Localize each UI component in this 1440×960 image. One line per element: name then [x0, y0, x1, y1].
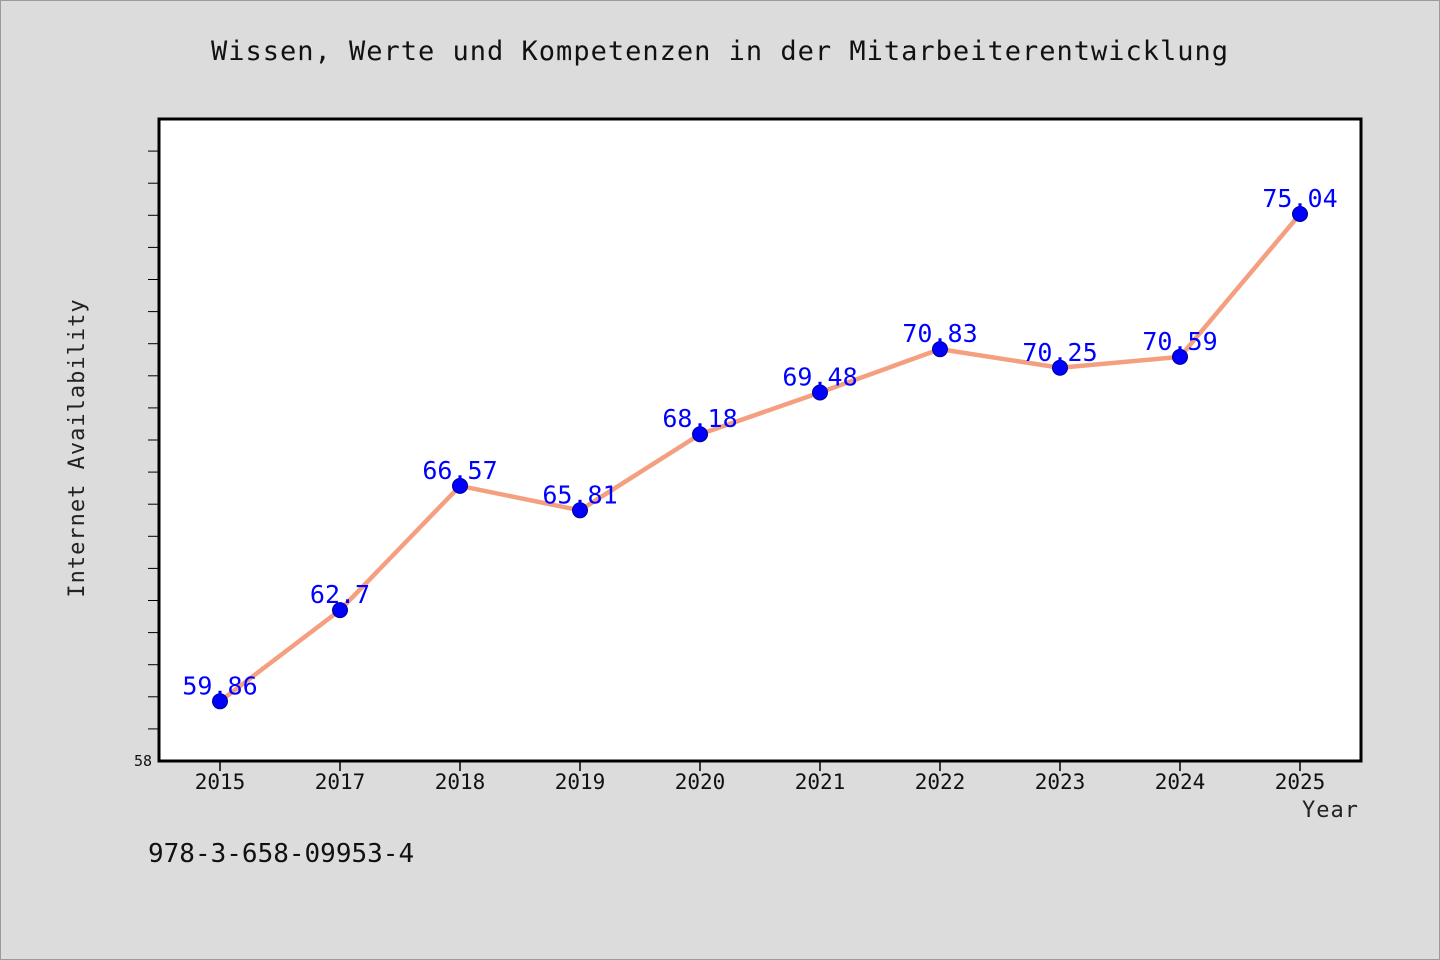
data-point-2021: [812, 384, 828, 401]
data-label-2022: 70.83: [902, 319, 977, 348]
y-axis-ticks: [148, 150, 159, 730]
x-tick-label-2015: 2015: [195, 770, 246, 794]
data-labels: 59.86 62.7 66.57 65.81 68.18 69.48 70.83 70.25 7…: [182, 184, 1337, 700]
data-point-2015: [212, 693, 228, 710]
data-label-2019: 65.81: [542, 480, 617, 509]
x-tick-label-2018: 2018: [435, 770, 486, 794]
data-label-2024: 70.59: [1142, 327, 1217, 356]
series-markers: [212, 206, 1308, 710]
data-label-2017: 62.7: [310, 580, 370, 609]
data-point-2025: [1292, 206, 1308, 223]
data-point-2023: [1052, 359, 1068, 376]
x-tick-label-2020: 2020: [675, 770, 726, 794]
plot-area: [159, 119, 1361, 761]
x-tick-label-2017: 2017: [315, 770, 366, 794]
data-point-2020: [692, 426, 708, 443]
y-axis-label: Internet Availability: [65, 298, 90, 597]
data-label-2025: 75.04: [1262, 184, 1337, 213]
plot-border: [157, 117, 1363, 763]
y-tick-label-min: 58: [134, 752, 152, 770]
data-label-2015: 59.86: [182, 671, 257, 700]
x-tick-label-2021: 2021: [795, 770, 846, 794]
data-point-2017: [332, 602, 348, 619]
footnote-isbn: 978-3-658-09953-4: [148, 839, 414, 869]
data-label-2023: 70.25: [1022, 338, 1097, 367]
chart-title: Wissen, Werte und Kompetenzen in der Mit…: [211, 36, 1229, 67]
x-axis-ticks: 2015 2017 2018 2019 2020 2021 2022 2023 2024 2025: [195, 761, 1326, 794]
data-label-2018: 66.57: [422, 456, 497, 485]
data-label-2021: 69.48: [782, 362, 857, 391]
series-line: [217, 211, 1303, 704]
x-tick-label-2025: 2025: [1275, 770, 1326, 794]
x-tick-label-2022: 2022: [915, 770, 966, 794]
data-point-2024: [1172, 348, 1188, 365]
x-axis-label: Year: [1302, 798, 1359, 823]
x-tick-label-2019: 2019: [555, 770, 606, 794]
x-tick-label-2023: 2023: [1035, 770, 1086, 794]
data-point-2022: [932, 341, 948, 358]
data-point-2019: [572, 502, 588, 519]
data-point-2018: [452, 477, 468, 494]
x-tick-label-2024: 2024: [1155, 770, 1206, 794]
data-label-2020: 68.18: [662, 404, 737, 433]
